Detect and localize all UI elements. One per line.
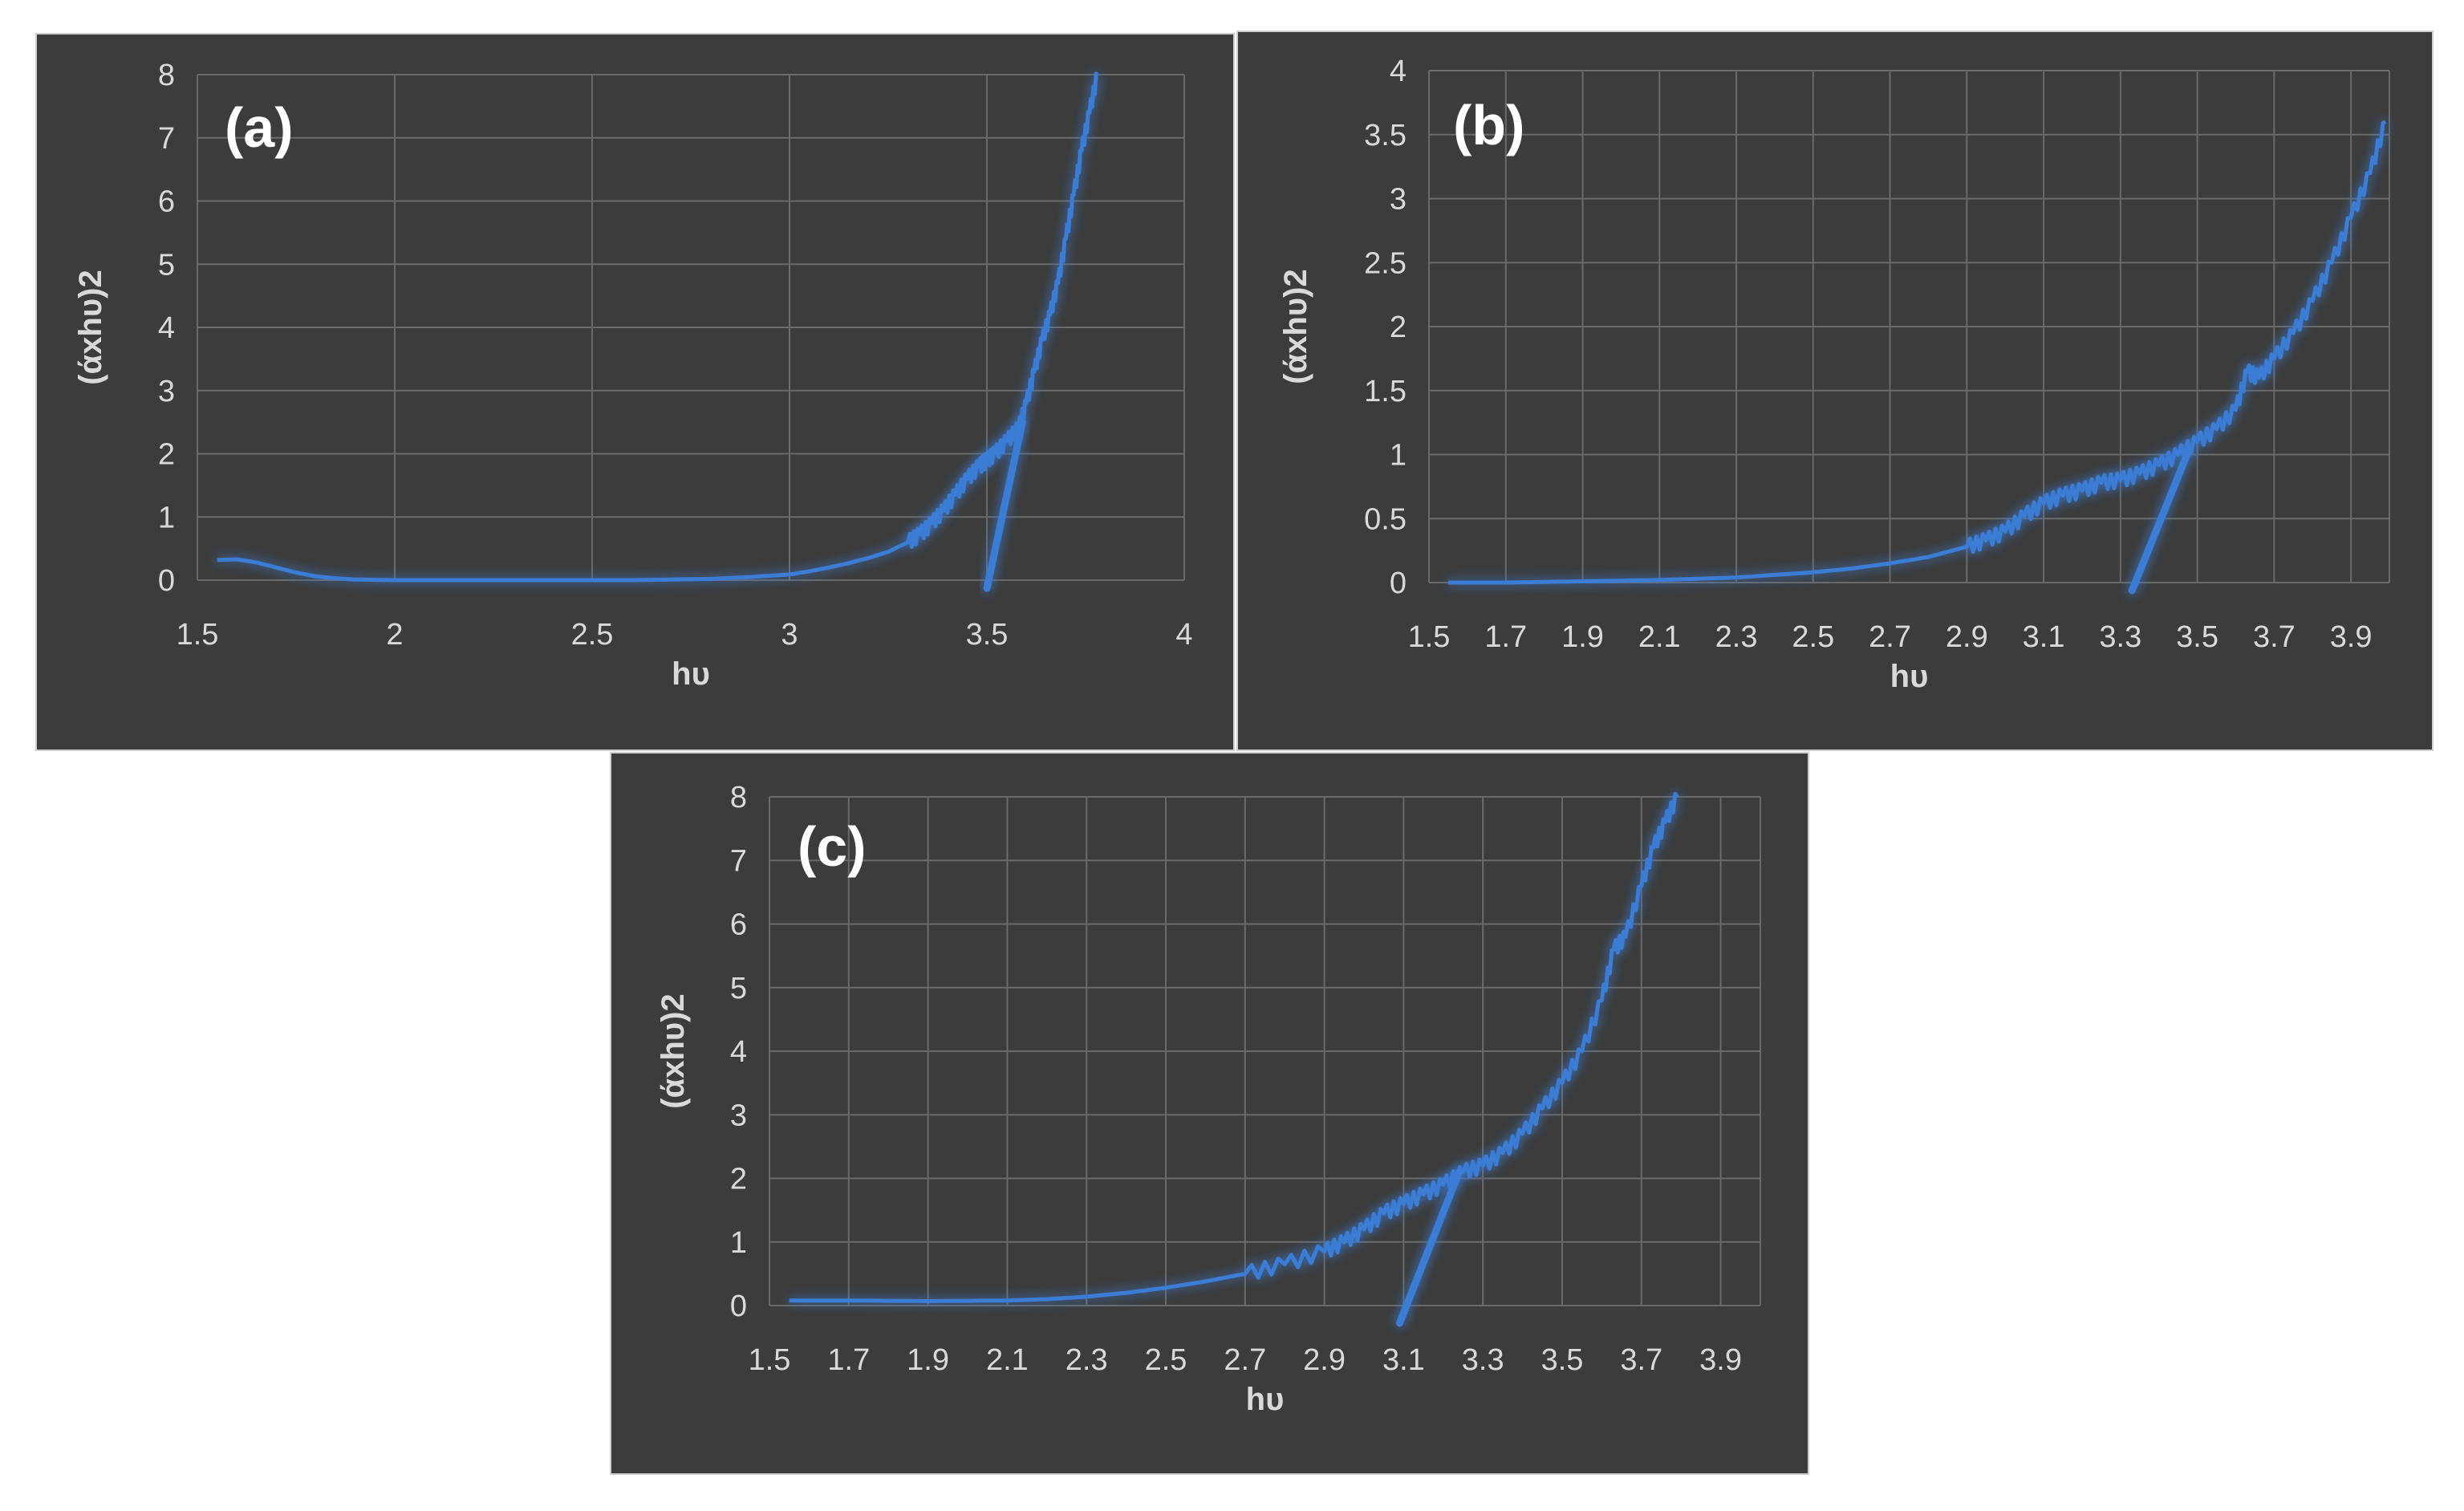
- gridlines: [769, 796, 1761, 1306]
- x-tick-label: 2.5: [1792, 620, 1834, 654]
- x-tick-label: 3.7: [2253, 620, 2296, 654]
- panel-label: (b): [1453, 94, 1524, 156]
- x-tick-label: 1.7: [827, 1343, 870, 1377]
- x-axis-title: hυ: [1246, 1382, 1285, 1417]
- x-axis-title: hυ: [1890, 659, 1929, 694]
- y-tick-label: 2: [730, 1163, 747, 1196]
- x-tick-label: 3.5: [1541, 1343, 1584, 1377]
- y-tick-label: 1: [158, 501, 175, 534]
- x-tick-label: 4: [1175, 618, 1192, 652]
- y-tick-label: 0.5: [1364, 502, 1407, 536]
- y-tick-label: 1: [730, 1226, 747, 1260]
- chart-panel-c: 0 1 2 3 4 5 6 7 8 1.5 1.7 1.9 2.1 2.3 2.5 2.7 2.9 3.1 3.3 3…: [610, 752, 1809, 1475]
- chart-panel-a: 0 1 2 3 4 5 6 7 8 1.5 2 2.5 3 3.5 4 hυ (άxhυ)2 (a): [35, 33, 1235, 751]
- tangent-line: [983, 418, 1026, 592]
- x-tick-label: 3.5: [2176, 620, 2218, 654]
- x-tick-label: 2.7: [1869, 620, 1911, 654]
- x-axis-title: hυ: [672, 656, 710, 692]
- x-tick-label: 2.9: [1303, 1343, 1346, 1377]
- y-tick-label: 6: [730, 908, 747, 942]
- y-tick-label: 0: [158, 564, 175, 598]
- x-tick-label: 1.5: [177, 618, 219, 652]
- x-tick-label: 2.1: [1638, 620, 1681, 654]
- y-tick-label: 3: [1390, 183, 1407, 217]
- x-tick-label: 2.5: [571, 618, 614, 652]
- x-tick-label: 1.9: [1561, 620, 1604, 654]
- y-tick-label: 4: [158, 311, 175, 345]
- y-tick-label: 7: [730, 844, 747, 878]
- y-tick-label: 3.5: [1364, 119, 1407, 152]
- y-tick-label: 8: [730, 781, 747, 814]
- y-tick-label: 3: [730, 1099, 747, 1132]
- y-tick-label: 3: [158, 375, 175, 408]
- y-tick-label: 0: [1390, 567, 1407, 600]
- y-tick-label: 2: [1390, 311, 1407, 344]
- x-tick-label: 3.3: [2099, 620, 2141, 654]
- x-tick-label: 3.1: [1382, 1343, 1425, 1377]
- y-axis-title: (άxhυ)2: [656, 993, 691, 1108]
- x-tick-label: 1.5: [749, 1343, 791, 1377]
- x-tick-label: 2.1: [986, 1343, 1029, 1377]
- x-tick-label: 3.9: [1699, 1343, 1742, 1377]
- x-tick-label: 2.3: [1066, 1343, 1108, 1377]
- tangent-line: [1395, 1168, 1463, 1327]
- gridlines: [197, 74, 1185, 581]
- x-tick-label: 3.1: [2023, 620, 2065, 654]
- gridlines: [1428, 70, 2390, 583]
- x-tick-label: 2.3: [1715, 620, 1758, 654]
- x-tick-label: 2.9: [1946, 620, 1988, 654]
- panel-label: (a): [225, 96, 294, 159]
- x-tick-label: 3.5: [966, 618, 1009, 652]
- x-tick-label: 1.5: [1408, 620, 1451, 654]
- panel-label: (c): [798, 815, 867, 878]
- y-tick-label: 7: [158, 122, 175, 156]
- x-tick-label: 1.7: [1484, 620, 1527, 654]
- chart-a-svg: 0 1 2 3 4 5 6 7 8 1.5 2 2.5 3 3.5 4 hυ (άxhυ)2 (a): [73, 59, 1193, 692]
- chart-c-svg: 0 1 2 3 4 5 6 7 8 1.5 1.7 1.9 2.1 2.3 2.5 2.7 2.9 3.1 3.3 3…: [656, 781, 1761, 1417]
- tangent-line: [2128, 445, 2194, 595]
- y-tick-label: 2: [158, 438, 175, 472]
- data-series-line: [789, 791, 1679, 1303]
- data-series-line: [1447, 120, 2387, 585]
- y-tick-label: 5: [730, 972, 747, 1005]
- y-tick-label: 4: [730, 1035, 747, 1069]
- y-tick-label: 4: [1390, 55, 1407, 88]
- chart-panel-b: 0 0.5 1 1.5 2 2.5 3 3.5 4 1.5 1.7 1.9 2.1 2.3 2.5 2.7 2.…: [1236, 30, 2434, 751]
- x-tick-label: 2.5: [1145, 1343, 1187, 1377]
- y-axis-title: (άxhυ)2: [73, 270, 108, 384]
- x-tick-label: 3.7: [1620, 1343, 1662, 1377]
- y-axis-title: (άxhυ)2: [1278, 269, 1313, 384]
- y-tick-label: 8: [158, 59, 175, 92]
- chart-b-svg: 0 0.5 1 1.5 2 2.5 3 3.5 4 1.5 1.7 1.9 2.1 2.3 2.5 2.7 2.…: [1278, 55, 2390, 694]
- data-series-line: [217, 71, 1099, 583]
- y-tick-label: 5: [158, 248, 175, 282]
- x-tick-label: 3: [781, 618, 798, 652]
- x-tick-label: 3.9: [2330, 620, 2373, 654]
- y-tick-label: 1.5: [1364, 375, 1407, 408]
- x-tick-label: 2: [386, 618, 403, 652]
- y-tick-label: 1: [1390, 439, 1407, 473]
- y-tick-label: 6: [158, 185, 175, 219]
- x-tick-label: 1.9: [907, 1343, 949, 1377]
- x-tick-label: 3.3: [1462, 1343, 1504, 1377]
- x-tick-label: 2.7: [1224, 1343, 1266, 1377]
- y-tick-label: 0: [730, 1290, 747, 1323]
- y-tick-label: 2.5: [1364, 246, 1407, 280]
